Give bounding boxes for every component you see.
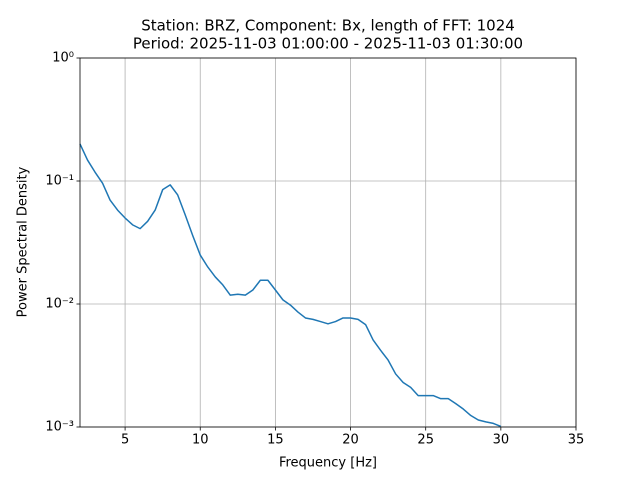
x-tick-label: 10 <box>192 433 209 448</box>
y-tick-label: 10⁻¹ <box>45 174 74 189</box>
chart-title: Station: BRZ, Component: Bx, length of F… <box>141 17 515 35</box>
x-tick-label: 5 <box>121 433 129 448</box>
x-axis-label: Frequency [Hz] <box>279 456 377 471</box>
plot-frame <box>79 57 577 428</box>
x-tick-label: 30 <box>493 433 510 448</box>
x-tick-label: 35 <box>568 433 585 448</box>
x-tick-label: 15 <box>267 433 284 448</box>
x-tick-label: 25 <box>417 433 434 448</box>
y-tick-label: 10⁰ <box>52 51 74 66</box>
data-line <box>79 143 502 428</box>
y-tick-label: 10⁻² <box>45 297 74 312</box>
y-tick-label: 10⁻³ <box>45 420 74 435</box>
x-tick-label: 20 <box>342 433 359 448</box>
chart-subtitle: Period: 2025-11-03 01:00:00 - 2025-11-03… <box>133 35 523 53</box>
y-axis-label: Power Spectral Density <box>16 166 31 317</box>
